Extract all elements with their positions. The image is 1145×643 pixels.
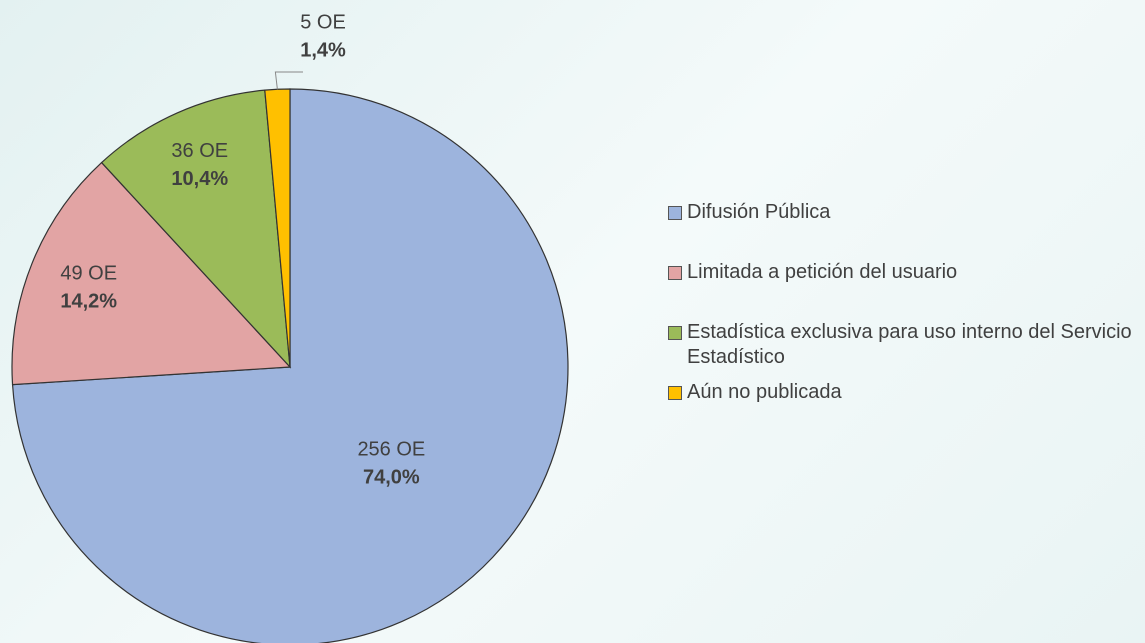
data-label-percent: 1,4% bbox=[300, 39, 346, 61]
legend-label: Difusión Pública bbox=[687, 201, 831, 223]
leader-line bbox=[274, 71, 303, 90]
legend-item: Limitada a petición del usuario bbox=[668, 260, 1138, 285]
legend-swatch bbox=[668, 326, 682, 340]
data-label-percent: 74,0% bbox=[363, 466, 420, 488]
legend-label: Estadística exclusiva para uso interno d… bbox=[687, 321, 1132, 368]
legend-item: Aún no publicada bbox=[668, 380, 1138, 405]
data-label: 49 OE bbox=[60, 263, 117, 285]
legend-label: Limitada a petición del usuario bbox=[687, 261, 958, 283]
pie-slice bbox=[264, 88, 291, 368]
legend-label: Aún no publicada bbox=[687, 381, 842, 403]
legend-swatch bbox=[668, 266, 682, 280]
legend-item: Difusión Pública bbox=[668, 200, 1138, 225]
legend-item: Estadística exclusiva para uso interno d… bbox=[668, 320, 1138, 370]
pie-slice bbox=[100, 89, 291, 369]
data-label-percent: 14,2% bbox=[60, 291, 117, 313]
data-label-percent: 10,4% bbox=[171, 168, 228, 190]
data-label: 256 OE bbox=[357, 438, 425, 460]
legend-swatch bbox=[668, 206, 682, 220]
legend-swatch bbox=[668, 386, 682, 400]
legend: Difusión Pública Limitada a petición del … bbox=[668, 200, 1138, 440]
data-label: 5 OE bbox=[300, 11, 346, 33]
pie-slice bbox=[11, 161, 292, 386]
data-label: 36 OE bbox=[171, 140, 228, 162]
